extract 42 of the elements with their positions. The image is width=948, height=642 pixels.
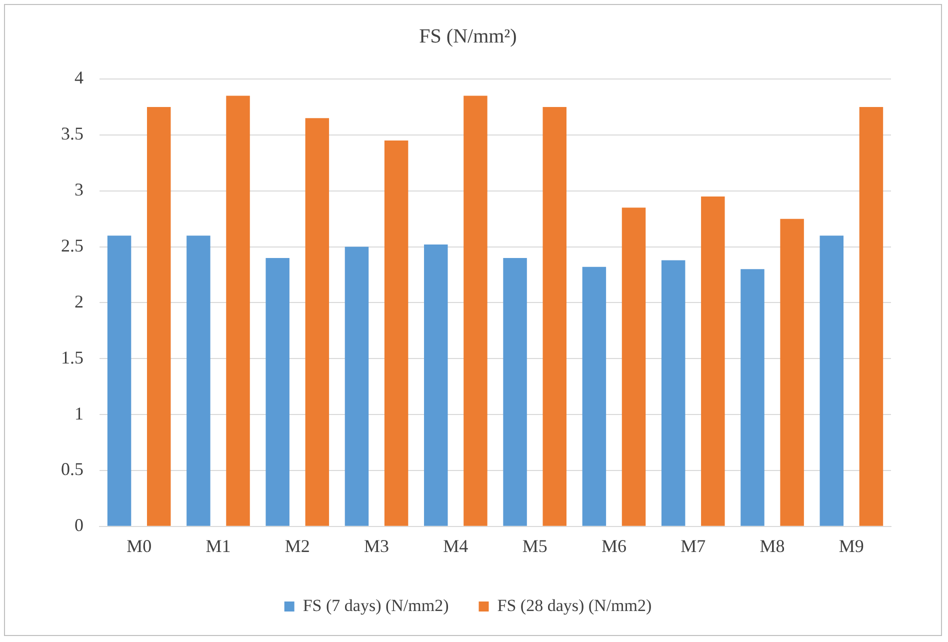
x-tick-label: M1 <box>206 536 231 556</box>
bar <box>859 106 884 526</box>
bar <box>820 236 844 526</box>
bar <box>146 106 171 526</box>
x-tick-label: M2 <box>284 536 310 556</box>
bar <box>542 106 566 526</box>
x-tick-label: M3 <box>364 536 390 556</box>
y-tick-label: 1.5 <box>61 347 84 368</box>
bar <box>661 260 686 526</box>
bar <box>740 269 764 526</box>
bar <box>305 118 330 526</box>
bar <box>424 244 448 526</box>
y-tick-label: 0.5 <box>61 459 84 480</box>
bar <box>464 96 488 526</box>
bar <box>266 258 290 526</box>
bar <box>582 266 606 526</box>
y-tick-label: 4 <box>74 68 84 88</box>
bar <box>186 236 210 526</box>
legend-label: FS (28 days) (N/mm2) <box>497 596 652 615</box>
y-tick-label: 2.5 <box>61 236 84 256</box>
x-tick-label: M7 <box>680 536 706 556</box>
y-tick-label: 3 <box>74 180 84 200</box>
x-tick-label: M8 <box>760 536 785 556</box>
legend-label: FS (7 days) (N/mm2) <box>302 596 449 615</box>
x-tick-label: M5 <box>522 536 548 556</box>
bar <box>384 140 408 526</box>
y-tick-label: 0 <box>74 515 84 536</box>
y-tick-label: 1 <box>74 403 84 424</box>
x-tick-label: M4 <box>443 536 468 556</box>
y-tick-label: 2 <box>74 291 84 312</box>
x-tick-label: M0 <box>126 536 152 556</box>
bar <box>701 196 725 526</box>
chart-title: FS (N/mm²) <box>419 25 517 48</box>
x-tick-label: M9 <box>838 536 864 556</box>
bar <box>503 258 527 526</box>
bar <box>226 96 250 526</box>
x-tick-label: M6 <box>601 536 626 556</box>
bar <box>344 246 369 526</box>
bar <box>107 236 132 526</box>
y-tick-label: 3.5 <box>61 124 84 144</box>
bar <box>780 218 804 526</box>
bar <box>622 208 646 526</box>
